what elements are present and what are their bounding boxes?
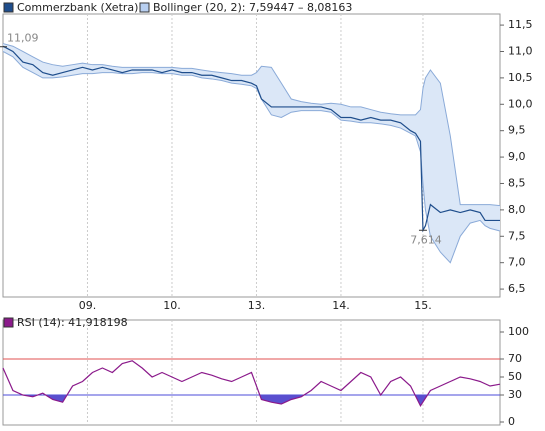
legend-swatch [139,2,150,13]
y-tick-label: 7,5 [508,229,526,242]
y-tick-label: 100 [508,325,529,338]
y-tick-label: 8,0 [508,203,526,216]
x-tick-label: 15. [414,299,432,312]
fill-group [3,395,500,406]
rsi-frame [2,319,501,426]
y-tick-label: 0 [508,415,515,428]
annotation: 7,614 [410,233,442,246]
y-tick-label: 9,5 [508,124,526,137]
y-tick-label: 7,0 [508,256,526,269]
y-tick-label: 9,0 [508,150,526,163]
y-tick-label: 10,0 [508,97,533,110]
legend-label: Bollinger (20, 2): 7,59447 – 8,08163 [153,1,352,14]
x-tick-label: 14. [332,299,350,312]
legend-swatch [3,317,14,328]
y-tick-label: 70 [508,352,522,365]
legend-label: Commerzbank (Xetra) [17,1,138,14]
y-tick-label: 50 [508,370,522,383]
y-tick-label: 6,5 [508,282,526,295]
legend-swatch [3,2,14,13]
x-tick-label: 13. [248,299,266,312]
band-area [3,43,500,263]
y-tick-label: 11,5 [508,18,533,31]
band-upper [2,43,501,207]
y-tick-label: 30 [508,388,522,401]
x-tick-label: 09. [79,299,97,312]
annotation: 11,09 [7,32,39,45]
legend-label: RSI (14): 41,918198 [17,316,128,329]
y-tick-label: 10,5 [508,71,533,84]
line [2,45,500,233]
line [2,360,501,408]
oversold-area [3,395,500,406]
y-tick-label: 11,0 [508,44,533,57]
x-tick-label: 10. [163,299,181,312]
band-lower [2,51,501,264]
main-frame [2,13,501,298]
y-tick-label: 8,5 [508,176,526,189]
